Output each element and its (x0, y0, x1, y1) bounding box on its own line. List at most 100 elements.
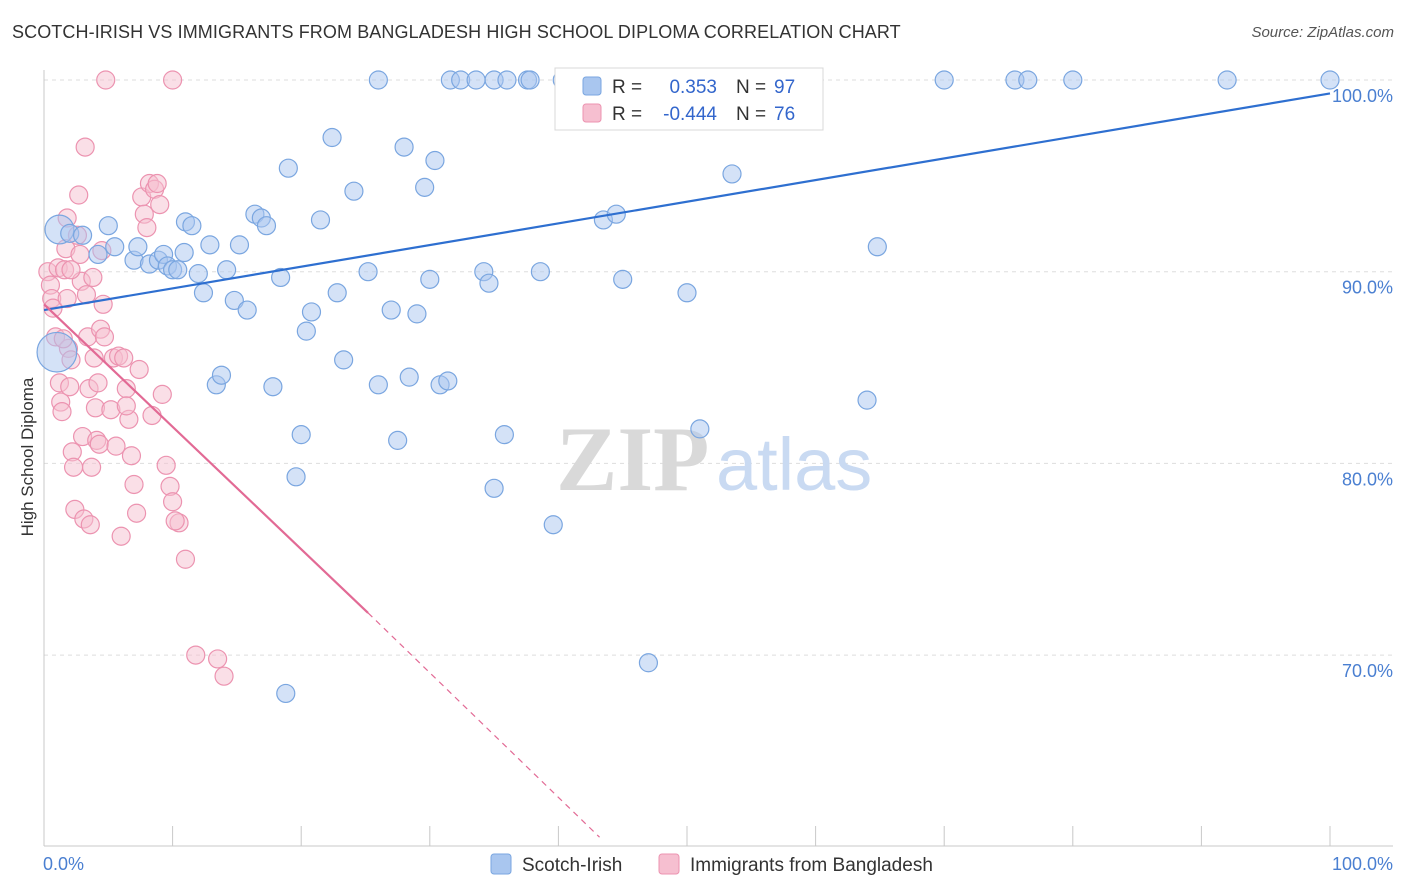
point-scotch-irish (128, 237, 148, 257)
legend-r-value-2: -0.444 (663, 104, 717, 125)
x-ticks (43, 826, 1331, 846)
point-scotch-irish (271, 267, 291, 288)
series-scotch-irish-points (36, 70, 1340, 704)
point-scotch-irish (200, 235, 220, 255)
source-credit: Source: ZipAtlas.com (1251, 24, 1394, 41)
point-scotch-irish (211, 365, 232, 385)
point-scotch-irish (286, 467, 306, 487)
point-scotch-irish (388, 430, 408, 450)
point-scotch-irish (394, 137, 414, 157)
point-scotch-irish (322, 127, 342, 148)
point-bangladesh (94, 327, 115, 347)
series-legend-swatch-scotch-irish (490, 853, 512, 875)
point-bangladesh (106, 436, 126, 456)
point-scotch-irish (638, 653, 659, 673)
y-axis-label: High School Diploma (18, 377, 37, 536)
y-tick-label: 90.0% (1342, 278, 1393, 298)
point-bangladesh (165, 511, 185, 531)
point-scotch-irish (88, 244, 108, 265)
point-scotch-irish (193, 283, 214, 303)
point-scotch-irish (867, 237, 887, 257)
point-scotch-irish (934, 70, 954, 90)
point-scotch-irish (296, 321, 316, 341)
x-tick-label-right: 100.0% (1332, 854, 1393, 874)
point-scotch-irish (256, 216, 277, 236)
point-scotch-irish (276, 683, 296, 704)
point-bangladesh (124, 474, 144, 495)
point-scotch-irish (310, 210, 331, 230)
point-bangladesh (186, 645, 206, 665)
point-scotch-irish (425, 150, 445, 171)
point-scotch-irish (278, 158, 298, 178)
x-tick-label-left: 0.0% (43, 854, 84, 874)
point-bangladesh (129, 359, 149, 380)
series-legend-label-scotch-irish: Scotch-Irish (522, 855, 622, 876)
point-bangladesh (88, 373, 108, 393)
axes (43, 70, 1393, 847)
trend-line-bangladesh-extension (367, 612, 600, 838)
trend-line-scotch-irish (43, 92, 1331, 312)
point-scotch-irish (168, 260, 188, 280)
trend-lines (43, 92, 1331, 838)
legend-n-label-2: N = (736, 104, 766, 125)
point-bangladesh (152, 384, 172, 404)
point-bangladesh (126, 503, 147, 523)
point-scotch-irish (368, 70, 388, 90)
point-bangladesh (163, 70, 183, 90)
point-bangladesh (137, 218, 157, 238)
point-scotch-irish (1320, 70, 1340, 90)
point-scotch-irish (291, 425, 311, 445)
point-scotch-irish (72, 225, 93, 245)
watermark: ZIP atlas (556, 408, 872, 510)
series-legend-swatch-bangladesh (658, 853, 680, 875)
point-scotch-irish (677, 283, 697, 303)
series-legend-label-bangladesh: Immigrants from Bangladesh (690, 855, 933, 876)
point-bangladesh (214, 666, 234, 686)
point-scotch-irish (613, 269, 633, 289)
point-scotch-irish (327, 283, 347, 303)
point-scotch-irish (857, 390, 877, 410)
point-scotch-irish (344, 181, 364, 201)
point-bangladesh (175, 549, 196, 569)
point-bangladesh (75, 137, 95, 157)
point-scotch-irish (466, 70, 486, 90)
point-scotch-irish (98, 216, 118, 236)
y-ticks: 100.0% 90.0% 80.0% 70.0% (1332, 86, 1393, 681)
point-scotch-irish (399, 367, 419, 387)
point-bangladesh (96, 70, 116, 90)
point-scotch-irish (358, 262, 378, 282)
legend-r-label-1: R = (612, 77, 642, 98)
point-scotch-irish (438, 371, 458, 391)
point-scotch-irish (334, 350, 354, 370)
point-scotch-irish (368, 375, 388, 395)
point-bangladesh (57, 288, 77, 309)
watermark-zip: ZIP (556, 408, 709, 510)
legend-r-label-2: R = (612, 104, 642, 125)
watermark-atlas: atlas (716, 423, 872, 506)
point-scotch-irish (182, 216, 202, 236)
point-scotch-irish (415, 177, 435, 197)
point-bangladesh (147, 173, 167, 194)
legend-r-value-1: 0.353 (669, 77, 717, 98)
point-scotch-irish (381, 300, 401, 320)
point-bangladesh (89, 434, 109, 454)
y-tick-label: 80.0% (1342, 469, 1393, 489)
y-tick-label: 70.0% (1342, 661, 1393, 681)
point-scotch-irish (301, 302, 322, 322)
point-bangladesh (111, 526, 131, 546)
point-bangladesh (52, 402, 72, 422)
point-scotch-irish (263, 377, 283, 397)
point-scotch-irish (520, 70, 540, 90)
point-scotch-irish (484, 478, 504, 498)
point-scotch-irish (407, 304, 427, 324)
point-bangladesh (121, 446, 142, 466)
point-scotch-irish (174, 242, 194, 263)
point-scotch-irish (1063, 70, 1083, 90)
series-legend: Scotch-Irish Immigrants from Bangladesh (490, 853, 933, 876)
legend-swatch-scotch-irish (582, 76, 602, 96)
point-bangladesh (163, 492, 183, 512)
point-bangladesh (69, 185, 89, 205)
point-scotch-irish (494, 425, 514, 445)
point-bangladesh (142, 405, 162, 426)
